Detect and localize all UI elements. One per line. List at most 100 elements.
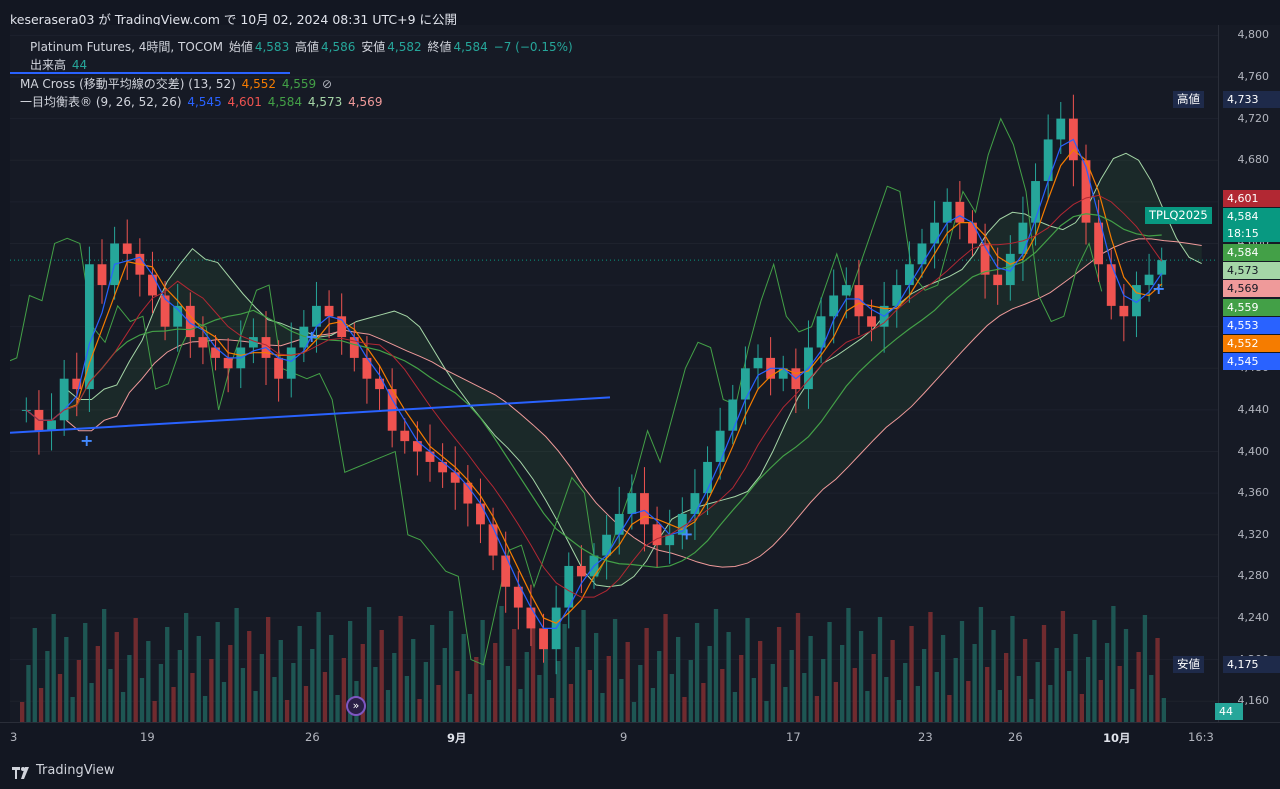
volume-bar [1161,698,1166,722]
time-tick: 16:3 [1188,730,1214,744]
volume-bar [423,662,428,722]
volume-bar [524,652,529,722]
volume-bar [310,649,315,722]
volume-tag: 44 [1215,703,1243,720]
price-label: 4,553 [1223,316,1280,334]
volume-bar [184,613,189,722]
price-tick: 4,800 [1237,28,1270,42]
volume-bar [505,666,510,722]
candle-body [476,503,485,525]
volume-bar [594,633,599,722]
time-tick: 17 [786,730,801,744]
volume-bar [221,682,227,722]
volume-bar [732,692,738,722]
volume-bar [953,658,958,722]
volume-bar [247,631,252,722]
time-tick: 9月 [447,731,467,745]
candle-body [286,347,296,379]
price-tick: 4,240 [1237,610,1270,624]
volume-bar [928,612,933,722]
event-icon[interactable]: » [346,696,366,716]
volume-bar [467,694,473,722]
candle-body [614,513,624,535]
volume-bar [297,626,302,722]
tradingview-logo-icon [12,764,32,779]
volume-bar [751,678,756,722]
volume-bar [896,700,902,722]
volume-bar [493,643,498,722]
price-label: 4,552 [1223,335,1280,353]
hidden-icon[interactable]: ⊘ [322,77,333,91]
volume-bar [518,689,523,722]
volume-bar [448,611,454,722]
volume-bar [385,690,391,722]
volume-bar [1104,643,1110,722]
legend-volume-row: 出来高 44 [30,56,89,73]
cross-marker: + [1152,279,1165,298]
volume-bar [76,660,82,722]
volume-bar [745,618,750,722]
volume-bar [985,667,990,722]
chart-canvas[interactable]: + + + + [10,25,1218,722]
candle-body [778,368,788,379]
price-axis[interactable]: 4,8004,7604,7204,6804,6404,6004,5604,520… [1145,25,1280,722]
time-tick: 26 [1008,730,1023,744]
volume-bar [676,637,681,722]
volume-bar [720,669,725,722]
legend-high: 4,586 [321,40,356,54]
candle-body [1157,260,1167,275]
legend-divider [10,72,290,74]
volume-bar [152,701,157,722]
legend-ich3: 4,584 [267,95,303,109]
volume-bar [322,672,328,722]
legend-ma1: 4,552 [241,77,276,91]
legend-symbol: Platinum Futures, 4時間, TOCOM [30,40,223,54]
tenkan-line [25,138,1163,629]
candle-body [185,305,195,338]
volume-bar [758,641,763,722]
volume-bar [474,657,479,722]
volume-bar [915,686,920,722]
price-label: 4,601 [1223,190,1280,207]
cross-marker: + [80,431,93,450]
volume-bar [253,691,258,722]
volume-bar [846,608,851,722]
legend-ma2: 4,559 [281,77,317,91]
volume-bar [1060,611,1066,722]
volume-bar [1016,676,1021,722]
volume-bar [909,626,914,722]
volume-bar [398,616,403,722]
price-label: 4,584 [1223,208,1280,226]
volume-bar [38,688,44,722]
volume-bar [259,654,264,722]
candle-body [829,295,839,317]
volume-bar [858,631,864,722]
volume-bar [795,613,801,722]
volume-bar [789,650,794,722]
volume-bar [499,606,504,722]
volume-bar [802,673,807,722]
volume-bar [581,610,586,722]
volume-bar [1155,638,1160,722]
time-tick: 9 [620,730,628,744]
candle-body [425,451,435,462]
candle-body [160,295,170,327]
candle-body [715,430,725,462]
volume-bar [228,645,233,722]
volume-bar [480,620,485,722]
candle-body [980,243,990,275]
time-axis[interactable]: 3 19 26 9月 9 17 23 26 10月 16:3 [0,722,1280,751]
candle-body [564,565,574,608]
volume-bar [436,685,441,722]
volume-bar [688,660,693,722]
volume-bar [411,639,416,722]
chart-pane[interactable]: + + + + Platinum Futures, 4時間, TOCOM 始値 4,58… [10,25,1218,722]
volume-bar [133,618,138,722]
candle-body [450,472,460,483]
candle-body [1056,118,1066,140]
price-tick: 4,720 [1237,111,1270,125]
volume-bar [266,617,271,722]
candle-body [917,243,927,265]
volume-bar [530,615,536,722]
volume-bar [1010,616,1015,722]
